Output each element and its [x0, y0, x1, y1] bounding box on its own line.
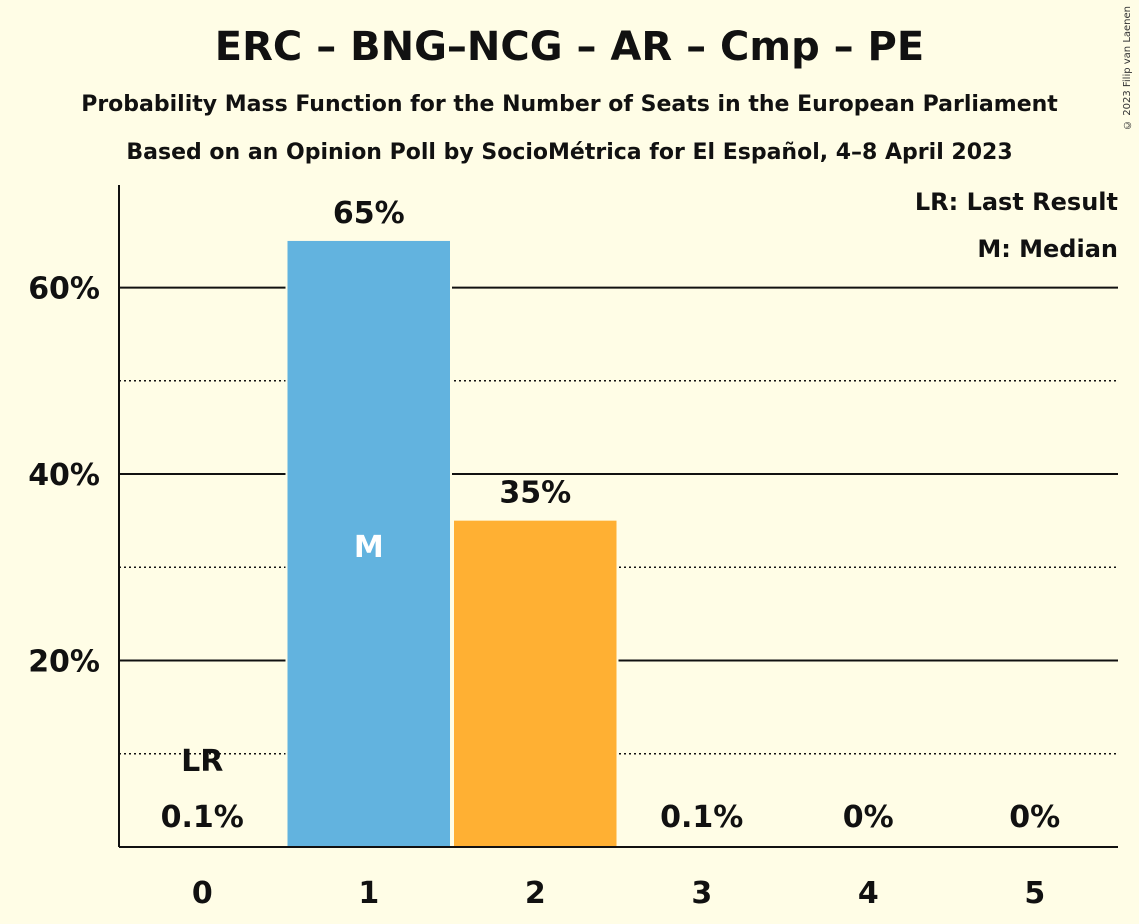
bar-outline — [618, 844, 785, 847]
chart-subtitle: Probability Mass Function for the Number… — [81, 92, 1058, 117]
value-label: 0% — [843, 800, 894, 835]
y-tick-label: 60% — [28, 272, 100, 307]
last-result-marker: LR — [181, 744, 223, 779]
x-tick-label: 3 — [691, 876, 712, 911]
chart-source: Based on an Opinion Poll by SocioMétrica… — [126, 140, 1013, 165]
y-tick-label: 20% — [28, 645, 100, 680]
x-tick-label: 1 — [358, 876, 379, 911]
bar — [454, 520, 617, 847]
bar-outline — [119, 844, 286, 847]
legend-median: M: Median — [977, 235, 1118, 263]
bars — [119, 238, 785, 847]
x-tick-label: 0 — [192, 876, 213, 911]
x-tick-label: 4 — [858, 876, 879, 911]
axes: 20% 40% 60% 0 1 2 3 4 5 — [28, 185, 1118, 911]
value-label: 0.1% — [161, 800, 244, 835]
legend-last-result: LR: Last Result — [915, 188, 1118, 216]
value-label: 0.1% — [660, 800, 743, 835]
value-label: 0% — [1009, 800, 1060, 835]
x-tick-label: 5 — [1024, 876, 1045, 911]
value-labels: 0.1% LR 65% M 35% 0.1% 0% 0% — [161, 196, 1061, 835]
chart-title: ERC – BNG–NCG – AR – Cmp – PE — [214, 24, 925, 70]
value-label: 65% — [333, 196, 405, 231]
median-marker: M — [354, 530, 384, 565]
x-tick-label: 2 — [525, 876, 546, 911]
bar — [287, 240, 450, 847]
value-label: 35% — [499, 476, 571, 511]
y-tick-label: 40% — [28, 458, 100, 493]
